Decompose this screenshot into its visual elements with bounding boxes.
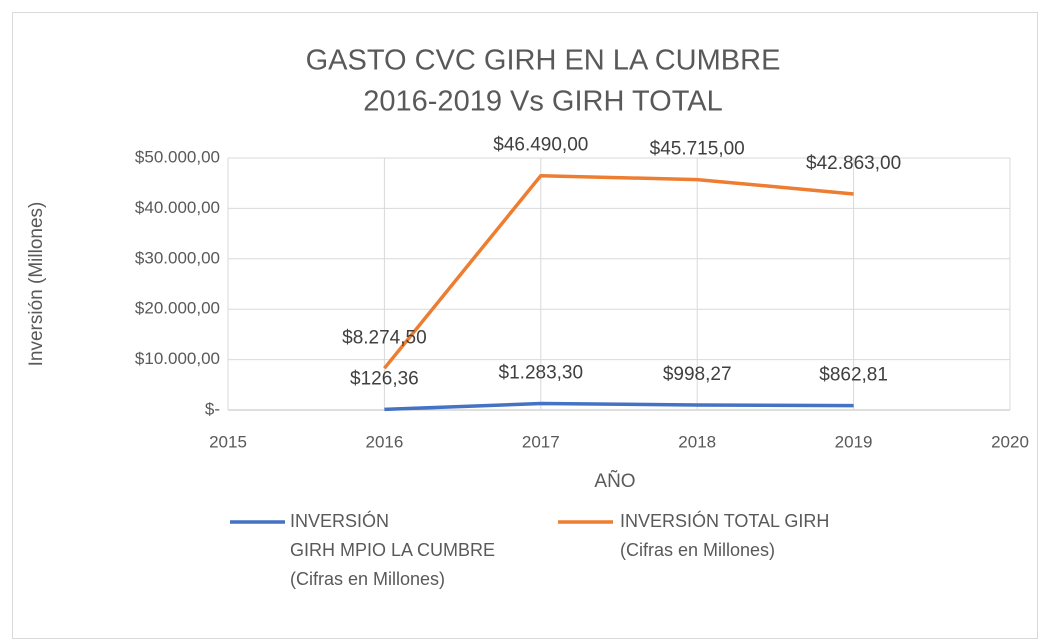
y-axis-label: Inversión (Millones) xyxy=(26,202,47,367)
chart-border xyxy=(12,12,1038,639)
data-label: $998,27 xyxy=(663,364,732,385)
chart-title: 2016-2019 Vs GIRH TOTAL xyxy=(363,86,722,118)
data-label: $862,81 xyxy=(819,365,888,386)
legend-label: INVERSIÓN TOTAL GIRH (Cifras en Millones) xyxy=(620,510,829,560)
x-tick-label: 2016 xyxy=(365,432,403,451)
legend-label: INVERSIÓN GIRH MPIO LA CUMBRE (Cifras en M… xyxy=(290,510,495,589)
data-line xyxy=(384,401,854,412)
data-label: $46.490,00 xyxy=(493,135,588,156)
data-label: $1.283,30 xyxy=(499,363,584,384)
x-tick-label: 2020 xyxy=(991,432,1029,451)
y-tick-label: $10.000,00 xyxy=(135,349,220,368)
data-line xyxy=(383,173,854,370)
x-axis-label: AÑO xyxy=(594,470,635,492)
y-tick-label: $- xyxy=(205,399,220,418)
data-label: $45.715,00 xyxy=(650,139,745,160)
x-tick-label: 2015 xyxy=(209,432,247,451)
y-tick-label: $30.000,00 xyxy=(135,248,220,267)
y-tick-label: $20.000,00 xyxy=(135,299,220,318)
x-tick-label: 2017 xyxy=(522,432,560,451)
x-tick-label: 2018 xyxy=(678,432,716,451)
y-tick-label: $40.000,00 xyxy=(135,198,220,217)
y-tick-label: $50.000,00 xyxy=(135,147,220,166)
data-label: $42.863,00 xyxy=(806,153,901,174)
data-label: $8.274,50 xyxy=(342,327,427,348)
x-tick-label: 2019 xyxy=(835,432,873,451)
chart-title: GASTO CVC GIRH EN LA CUMBRE xyxy=(306,45,781,77)
data-label: $126,36 xyxy=(350,368,419,389)
